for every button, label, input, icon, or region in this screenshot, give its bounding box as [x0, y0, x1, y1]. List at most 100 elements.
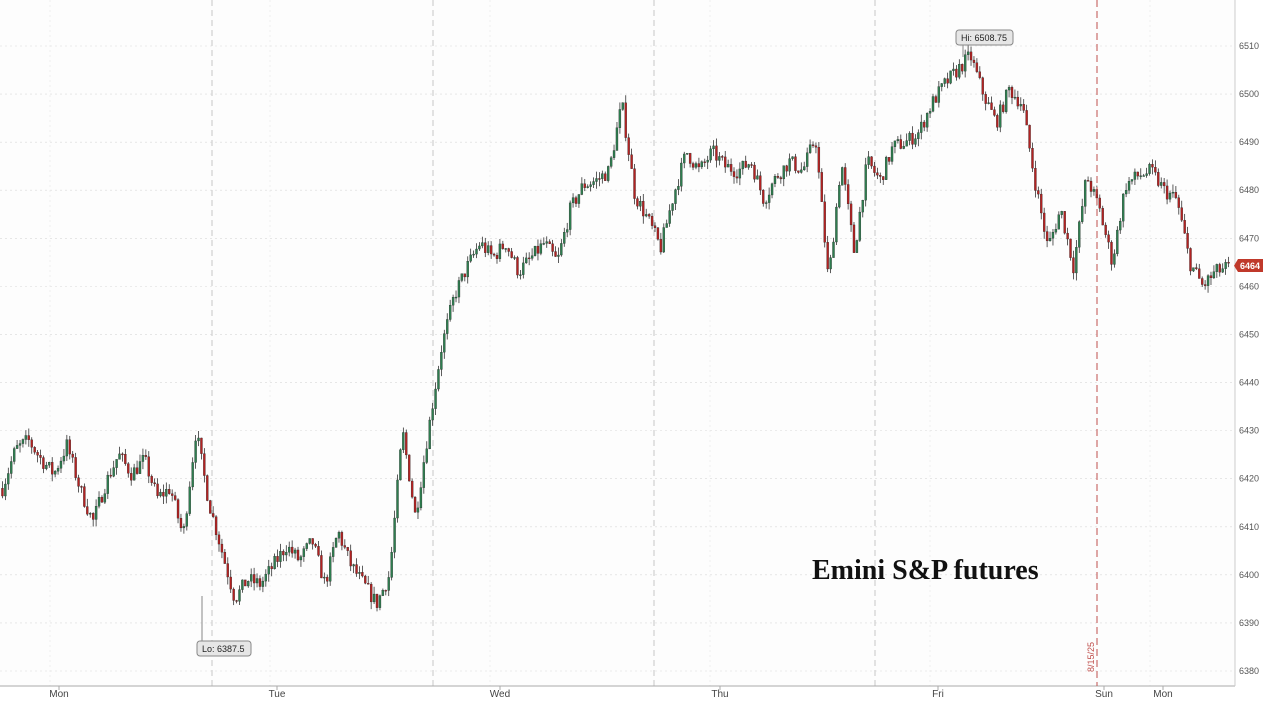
- candle-up: [132, 467, 136, 481]
- candle-down: [753, 164, 756, 180]
- candle-down: [633, 168, 636, 199]
- candle-up: [396, 479, 399, 519]
- candle-up: [571, 197, 575, 204]
- candle-up: [530, 255, 534, 259]
- candle-up: [1145, 173, 1148, 176]
- candle-down: [1154, 167, 1157, 173]
- candle-down: [642, 201, 645, 217]
- candle-down: [794, 156, 797, 171]
- candle-down: [574, 197, 578, 204]
- candle-down: [1063, 211, 1066, 234]
- candle-up: [250, 574, 253, 582]
- candle-up: [841, 167, 844, 186]
- candle-up: [419, 487, 423, 509]
- candle-down: [548, 241, 551, 244]
- grid-lines: [0, 0, 1235, 686]
- candle-up: [694, 163, 698, 168]
- candle-up: [1221, 268, 1224, 273]
- candle-down: [703, 161, 706, 163]
- candle-up: [159, 491, 162, 497]
- candle-up: [197, 437, 200, 442]
- candle-up: [1139, 175, 1142, 177]
- candle-down: [776, 176, 780, 178]
- candle-up: [612, 150, 616, 158]
- candle-down: [697, 163, 701, 168]
- candle-down: [92, 513, 95, 520]
- candle-up: [1212, 271, 1216, 279]
- candle-down: [244, 579, 247, 587]
- candle-up: [1192, 267, 1195, 272]
- candle-down: [30, 439, 33, 448]
- candle-up: [563, 232, 566, 244]
- candle-down: [724, 156, 727, 168]
- candle-down: [1040, 193, 1043, 214]
- candle-up: [293, 549, 297, 554]
- candle-up: [194, 440, 197, 463]
- candle-up: [62, 455, 66, 462]
- candle-up: [1148, 164, 1151, 174]
- candle-up: [457, 280, 461, 298]
- candle-down: [77, 477, 80, 487]
- candle-up: [1075, 247, 1078, 274]
- candle-down: [1180, 207, 1183, 221]
- chart-title: Emini S&P futures: [812, 555, 1039, 586]
- candle-up: [522, 262, 525, 275]
- candle-down: [232, 588, 235, 601]
- candle-down: [39, 455, 42, 458]
- candle-down: [688, 153, 692, 164]
- candle-up: [662, 227, 665, 253]
- candle-up: [59, 460, 63, 469]
- candle-up: [1083, 180, 1087, 207]
- candle-up: [387, 577, 390, 591]
- candle-up: [460, 273, 464, 281]
- candle-up: [905, 140, 908, 147]
- candle-down: [811, 144, 815, 146]
- candle-up: [519, 274, 522, 276]
- candle-up: [273, 556, 276, 570]
- candle-up: [829, 257, 832, 270]
- candle-down: [972, 59, 976, 63]
- candle-up: [791, 156, 794, 159]
- candle-down: [510, 251, 513, 258]
- y-axis-ticks: 6380 6390 6400 6410 6420 6430 6440 6450 6460 6470…: [1239, 41, 1259, 676]
- candle-down: [656, 227, 660, 240]
- y-tick-label: 6450: [1239, 329, 1259, 339]
- candle-up: [726, 164, 730, 168]
- candle-up: [782, 165, 785, 180]
- candle-up: [1004, 89, 1008, 112]
- y-tick-label: 6390: [1239, 618, 1259, 628]
- candle-down: [217, 534, 221, 545]
- candle-down: [296, 549, 300, 561]
- candle-up: [443, 333, 446, 353]
- candle-up: [706, 159, 709, 163]
- candle-up: [586, 186, 589, 188]
- candle-up: [803, 166, 806, 171]
- candle-up: [618, 109, 622, 128]
- candle-up: [805, 152, 809, 167]
- x-tick-label: Wed: [490, 689, 510, 700]
- candle-up: [645, 214, 648, 217]
- candle-down: [200, 437, 203, 454]
- candle-up: [568, 202, 572, 230]
- candle-up: [639, 201, 642, 207]
- candle-down: [171, 493, 174, 496]
- candle-up: [1116, 229, 1119, 254]
- candle-down: [361, 572, 364, 577]
- candle-up: [677, 186, 680, 190]
- candle-down: [1066, 232, 1069, 240]
- candle-down: [211, 513, 215, 517]
- candle-down: [946, 78, 949, 84]
- candle-down: [887, 157, 891, 162]
- candle-up: [238, 589, 241, 602]
- candle-down: [162, 491, 165, 497]
- candle-down: [290, 546, 294, 554]
- candle-up: [601, 173, 604, 179]
- candle-down: [384, 590, 387, 592]
- candle-down: [636, 198, 639, 207]
- low-label: Lo: 6387.5: [202, 644, 245, 654]
- candle-down: [536, 245, 540, 254]
- candle-up: [1133, 171, 1137, 180]
- candle-down: [408, 454, 411, 482]
- high-callout: Hi: 6508.75: [955, 29, 1014, 57]
- y-tick-label: 6480: [1239, 185, 1259, 195]
